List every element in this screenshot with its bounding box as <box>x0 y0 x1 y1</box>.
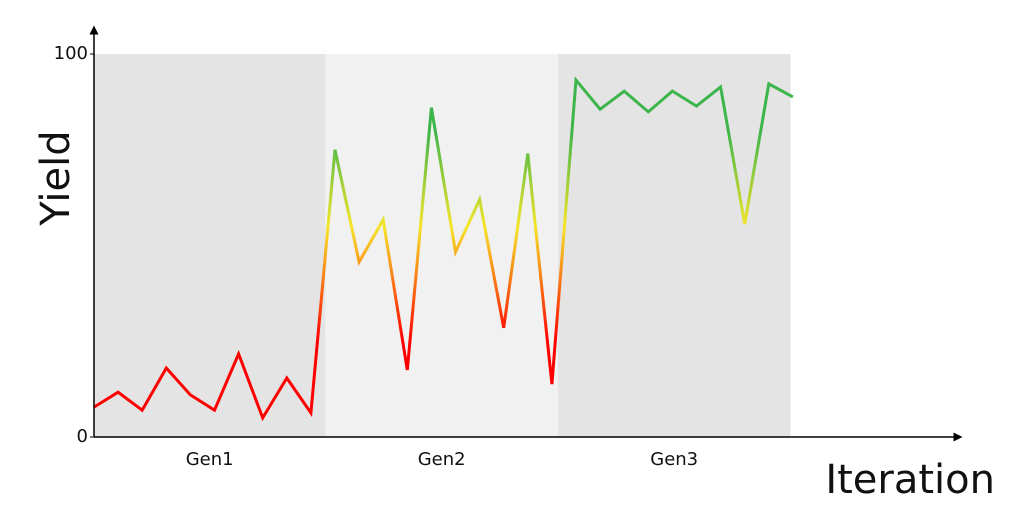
band-label: Gen3 <box>650 449 698 470</box>
x-axis-label: Iteration <box>825 457 995 503</box>
yield-line <box>93 76 794 422</box>
band <box>325 54 558 437</box>
y-tick-label: 0 <box>77 426 88 447</box>
band <box>557 54 791 437</box>
plot <box>93 76 794 422</box>
y-tick-label: 100 <box>54 43 88 64</box>
band <box>94 54 326 437</box>
bands <box>94 54 791 437</box>
y-axis-label: Yield <box>33 130 79 226</box>
band-label: Gen1 <box>186 449 234 470</box>
band-label: Gen2 <box>418 449 466 470</box>
